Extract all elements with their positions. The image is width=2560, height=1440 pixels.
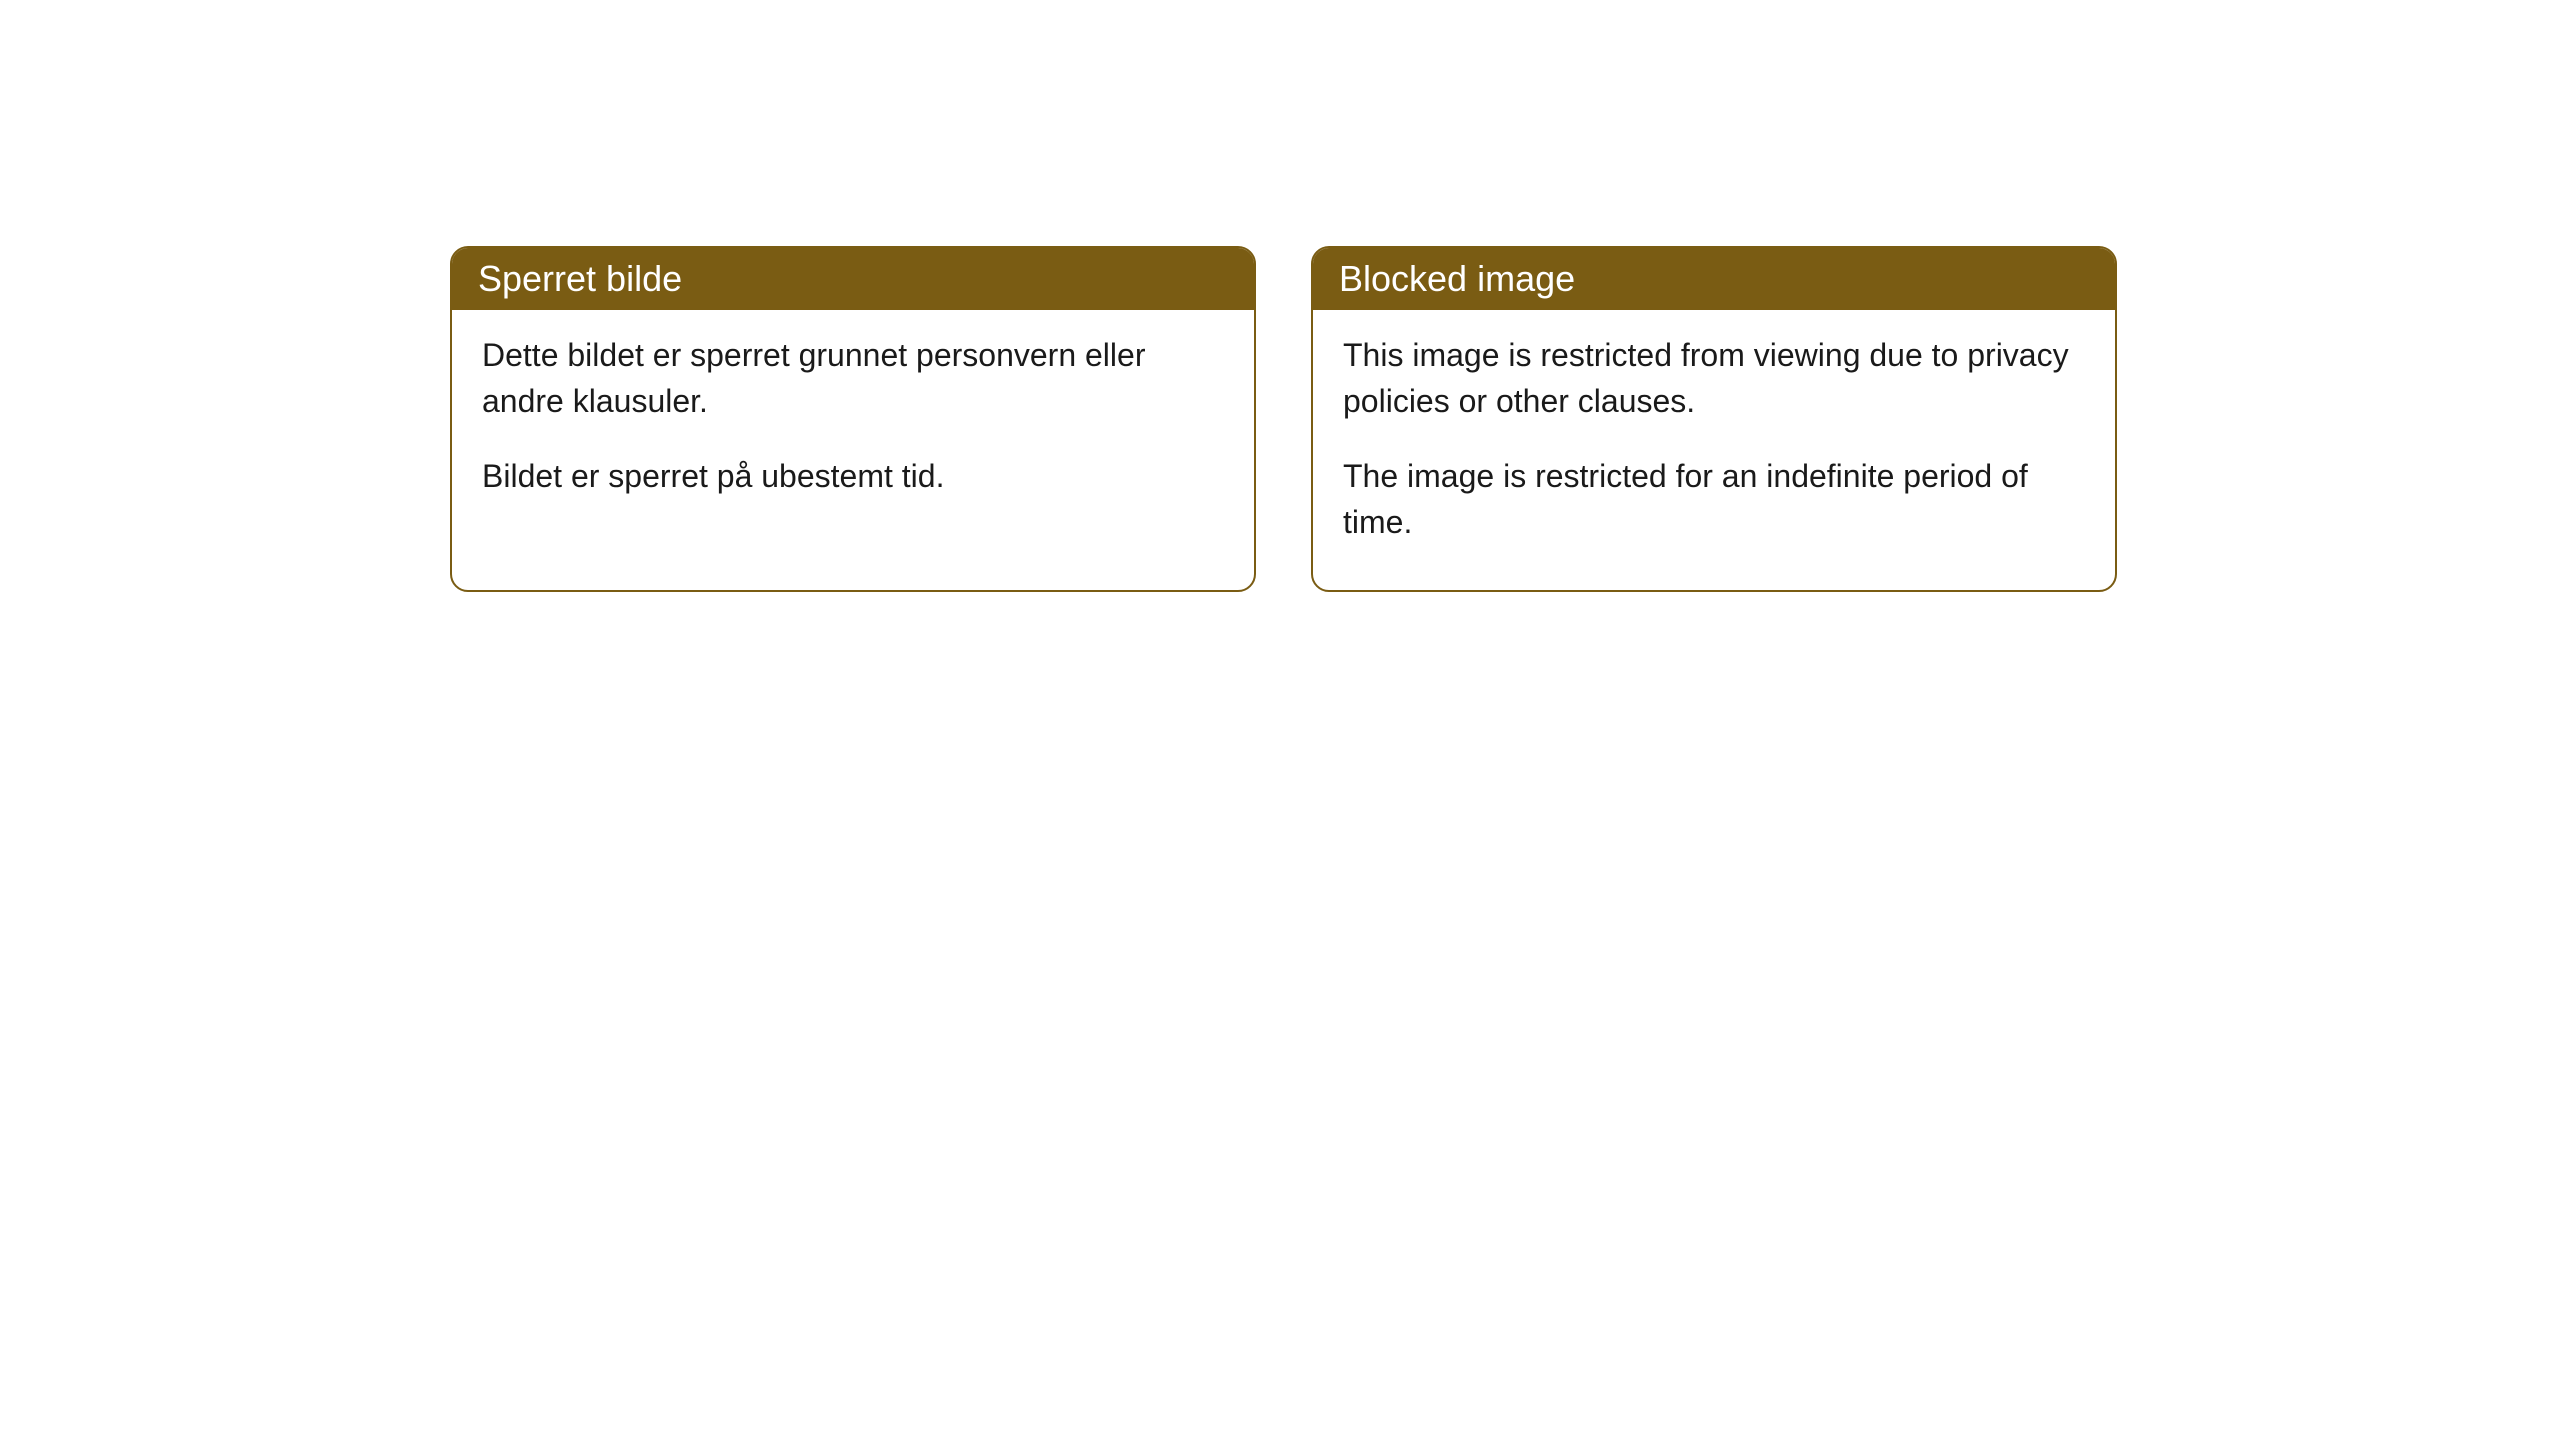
card-paragraph-2: The image is restricted for an indefinit… [1343, 453, 2085, 546]
blocked-image-card-norwegian: Sperret bilde Dette bildet er sperret gr… [450, 246, 1256, 592]
card-paragraph-2: Bildet er sperret på ubestemt tid. [482, 453, 1224, 499]
card-paragraph-1: Dette bildet er sperret grunnet personve… [482, 332, 1224, 425]
card-header: Blocked image [1313, 248, 2115, 310]
blocked-image-card-english: Blocked image This image is restricted f… [1311, 246, 2117, 592]
card-body: Dette bildet er sperret grunnet personve… [452, 310, 1254, 543]
card-title: Sperret bilde [478, 258, 682, 299]
card-paragraph-1: This image is restricted from viewing du… [1343, 332, 2085, 425]
card-body: This image is restricted from viewing du… [1313, 310, 2115, 590]
card-header: Sperret bilde [452, 248, 1254, 310]
cards-container: Sperret bilde Dette bildet er sperret gr… [450, 246, 2117, 592]
card-title: Blocked image [1339, 258, 1575, 299]
